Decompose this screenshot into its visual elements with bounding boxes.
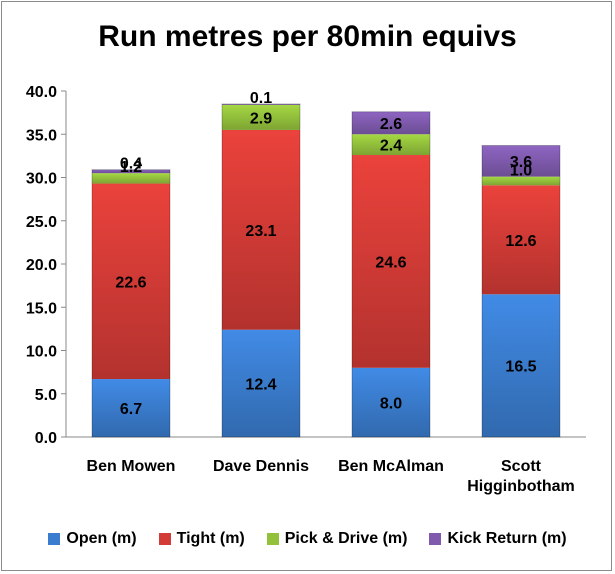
- legend-label-open: Open (m): [66, 530, 137, 547]
- y-tick-label: 35.0: [26, 127, 57, 144]
- bar-segment-open-m: [222, 329, 300, 437]
- x-category-label: Ben Mowen: [87, 458, 176, 475]
- bar-segment-tight-m: [482, 185, 560, 295]
- legend-item-kick-return: Kick Return (m): [429, 530, 567, 548]
- y-tick-label: 25.0: [26, 214, 57, 231]
- y-tick-label: 5.0: [35, 387, 57, 404]
- data-label: 0.1: [250, 90, 272, 107]
- data-label: 2.4: [380, 138, 402, 155]
- legend-item-pick-drive: Pick & Drive (m): [266, 530, 408, 548]
- legend-label-pick-drive: Pick & Drive (m): [284, 530, 408, 547]
- y-tick-label: 0.0: [35, 430, 57, 447]
- x-category-label: Scott: [501, 458, 542, 475]
- x-category-label: Dave Dennis: [213, 458, 309, 475]
- data-label: 3.6: [510, 154, 532, 171]
- bar-segment-pick-drive-m: [92, 173, 170, 184]
- bar-outline: [221, 103, 301, 438]
- legend-label-tight: Tight (m): [176, 530, 245, 547]
- data-label: 6.7: [120, 401, 142, 418]
- data-label: 0.4: [120, 156, 142, 173]
- bar-outline: [91, 169, 171, 438]
- bar-segment-open-m: [92, 379, 170, 437]
- bar-outline: [351, 111, 431, 438]
- bar-segment-pick-drive-m: [222, 104, 300, 130]
- bar-segment-tight-m: [92, 183, 170, 380]
- data-label: 1.2: [120, 159, 142, 176]
- x-category-label: Higginbotham: [467, 478, 575, 495]
- bar-segment-pick-drive-m: [352, 134, 430, 156]
- legend-label-kick-return: Kick Return (m): [447, 530, 567, 547]
- x-category-label: Ben McAlman: [338, 458, 444, 475]
- bar-segment-pick-drive-m: [482, 176, 560, 186]
- y-tick-label: 30.0: [26, 171, 57, 188]
- data-label: 24.6: [375, 254, 406, 271]
- data-label: 12.4: [245, 376, 276, 393]
- legend-swatch-tight: [158, 533, 171, 545]
- data-label: 2.6: [380, 116, 402, 133]
- legend-item-open: Open (m): [48, 530, 137, 548]
- legend-swatch-open: [48, 533, 61, 545]
- bar-segment-kick-return-m: [482, 145, 560, 177]
- legend-swatch-pick-drive: [266, 533, 279, 545]
- legend-item-tight: Tight (m): [158, 530, 245, 548]
- bar-segment-tight-m: [352, 155, 430, 368]
- data-label: 12.6: [505, 233, 536, 250]
- bar-segment-kick-return-m: [222, 103, 300, 105]
- data-label: 23.1: [245, 223, 276, 240]
- bar-segment-kick-return-m: [92, 169, 170, 174]
- data-label: 22.6: [115, 274, 146, 291]
- chart-legend: Open (m) Tight (m) Pick & Drive (m) Kick…: [0, 527, 615, 551]
- y-tick-label: 40.0: [26, 84, 57, 101]
- legend-swatch-kick-return: [429, 533, 442, 545]
- chart-title: Run metres per 80min equivs: [98, 20, 517, 53]
- bar-outline: [481, 144, 561, 438]
- y-tick-label: 10.0: [26, 344, 57, 361]
- data-label: 16.5: [505, 359, 536, 376]
- y-tick-label: 20.0: [26, 257, 57, 274]
- bar-segment-open-m: [482, 294, 560, 437]
- data-label: 1.0: [510, 163, 532, 180]
- bar-segment-tight-m: [222, 129, 300, 330]
- data-label: 2.9: [250, 110, 272, 127]
- bar-segment-kick-return-m: [352, 111, 430, 135]
- data-label: 8.0: [380, 395, 402, 412]
- y-tick-label: 15.0: [26, 300, 57, 317]
- bar-segment-open-m: [352, 367, 430, 437]
